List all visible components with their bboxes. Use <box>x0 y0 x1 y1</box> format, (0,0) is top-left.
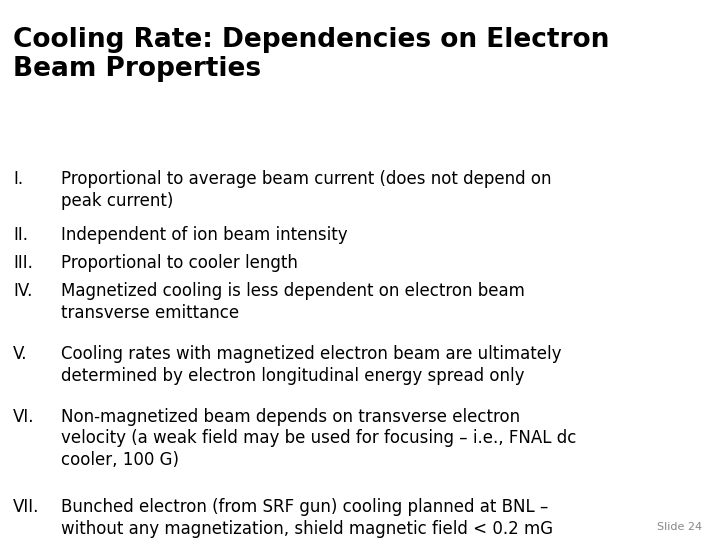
Text: Proportional to average beam current (does not depend on
peak current): Proportional to average beam current (do… <box>61 170 552 210</box>
Text: Magnetized cooling is less dependent on electron beam
transverse emittance: Magnetized cooling is less dependent on … <box>61 282 525 322</box>
Text: I.: I. <box>13 170 23 188</box>
Text: Slide 24: Slide 24 <box>657 522 702 532</box>
Text: Cooling Rate: Dependencies on Electron
Beam Properties: Cooling Rate: Dependencies on Electron B… <box>13 27 609 82</box>
Text: III.: III. <box>13 254 33 272</box>
Text: II.: II. <box>13 226 28 244</box>
Text: Non-magnetized beam depends on transverse electron
velocity (a weak field may be: Non-magnetized beam depends on transvers… <box>61 408 577 469</box>
Text: Bunched electron (from SRF gun) cooling planned at BNL –
without any magnetizati: Bunched electron (from SRF gun) cooling … <box>61 498 554 538</box>
Text: Cooling rates with magnetized electron beam are ultimately
determined by electro: Cooling rates with magnetized electron b… <box>61 345 562 384</box>
Text: VI.: VI. <box>13 408 35 426</box>
Text: Proportional to cooler length: Proportional to cooler length <box>61 254 298 272</box>
Text: V.: V. <box>13 345 27 363</box>
Text: VII.: VII. <box>13 498 40 516</box>
Text: Independent of ion beam intensity: Independent of ion beam intensity <box>61 226 348 244</box>
Text: IV.: IV. <box>13 282 32 300</box>
